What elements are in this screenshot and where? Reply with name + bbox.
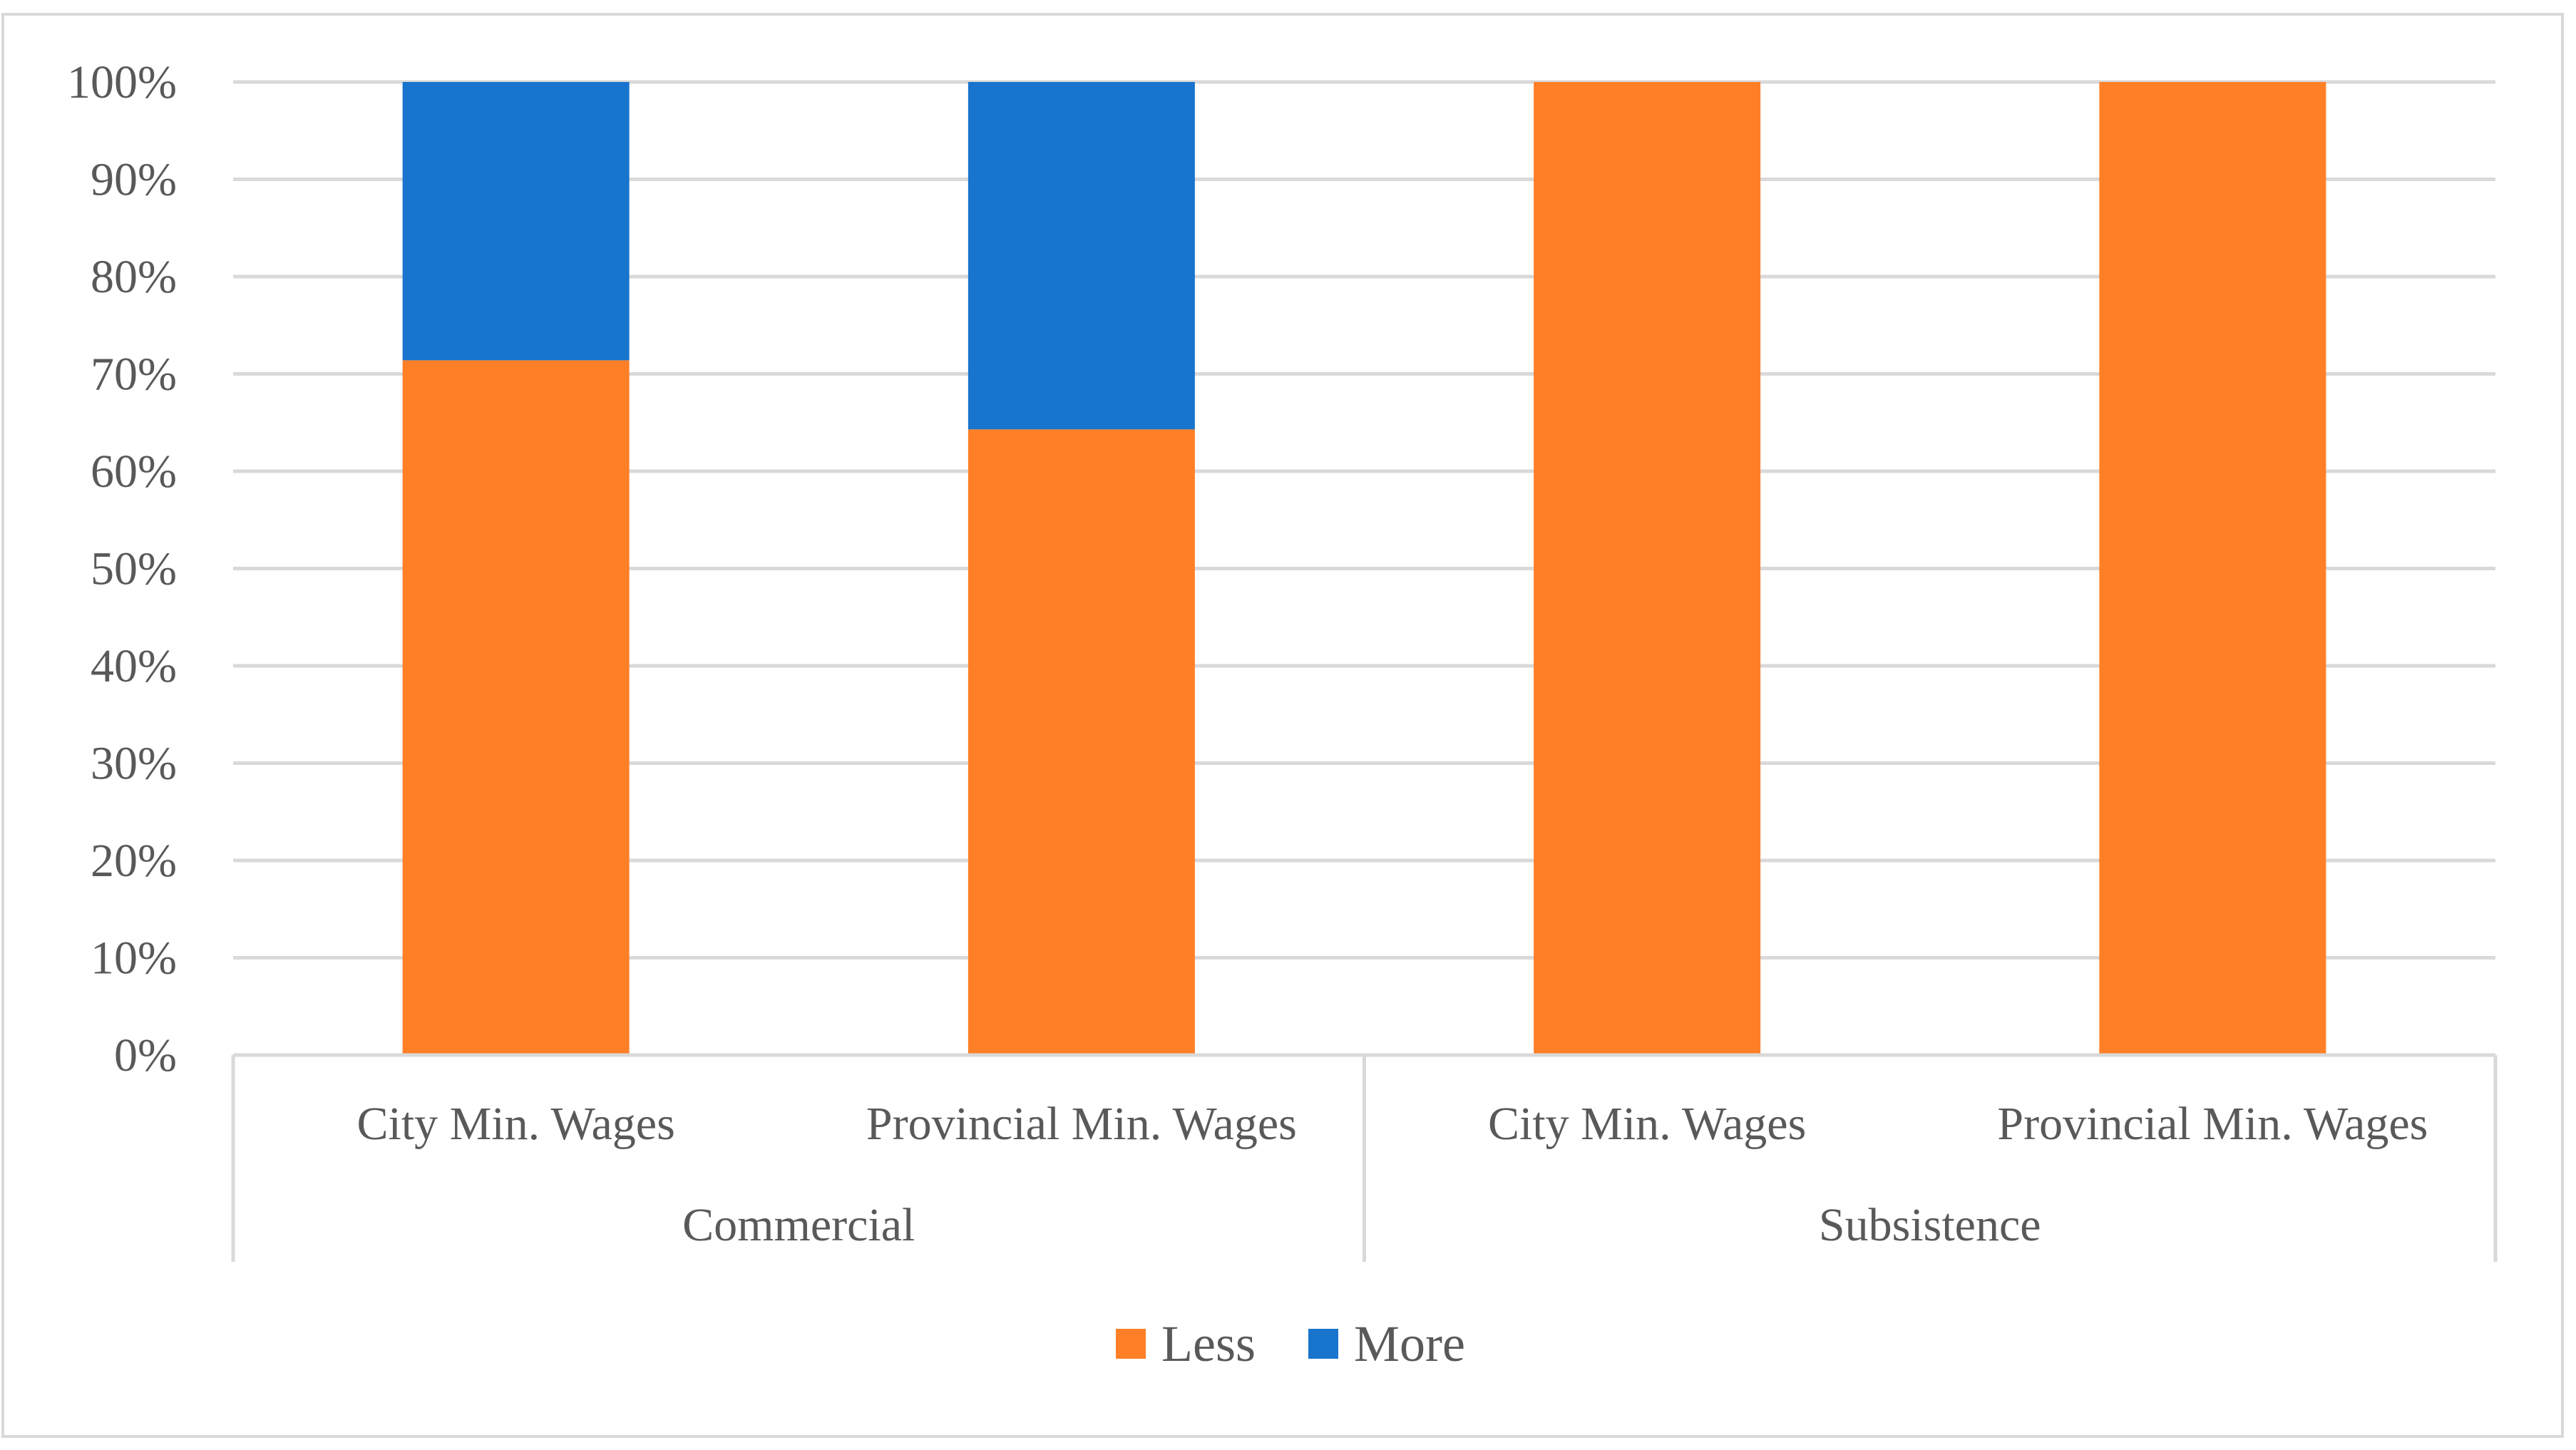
y-tick-label: 90% (91, 154, 177, 206)
legend-label-less: Less (1161, 1315, 1256, 1372)
bar-less-4 (2099, 82, 2326, 1055)
y-tick-label: 60% (91, 446, 177, 498)
legend-swatch-less (1116, 1329, 1146, 1359)
x-category-label: City Min. Wages (356, 1098, 674, 1150)
y-tick-label: 40% (91, 640, 177, 692)
x-group-label: Subsistence (1819, 1199, 2041, 1251)
y-tick-label: 30% (91, 738, 177, 790)
x-category-label: Provincial Min. Wages (866, 1098, 1297, 1150)
y-tick-label: 50% (91, 543, 177, 595)
x-group-label: Commercial (682, 1199, 915, 1251)
bar-less-2 (968, 429, 1195, 1055)
bar-more-1 (402, 82, 630, 361)
bar-more-2 (968, 82, 1195, 430)
y-tick-label: 20% (91, 835, 177, 887)
bar-less-1 (402, 360, 630, 1055)
bar-less-3 (1534, 82, 1761, 1055)
y-tick-label: 80% (91, 251, 177, 303)
y-tick-label: 10% (91, 932, 177, 984)
y-tick-label: 100% (67, 56, 177, 108)
legend-swatch-more (1308, 1329, 1338, 1359)
x-category-label: Provincial Min. Wages (1997, 1098, 2428, 1150)
x-category-label: City Min. Wages (1488, 1098, 1806, 1150)
legend-label-more: More (1354, 1315, 1465, 1372)
y-tick-label: 70% (91, 349, 177, 401)
y-tick-label: 0% (114, 1029, 177, 1081)
